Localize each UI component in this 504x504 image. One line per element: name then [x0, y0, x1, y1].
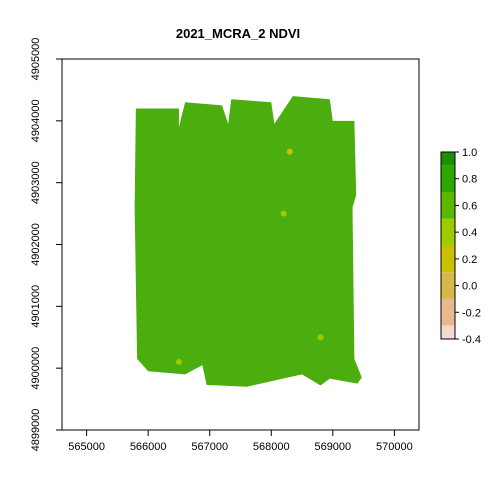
- legend-tick-label-0: -0.4: [462, 334, 481, 346]
- legend-swatch-0: [441, 325, 455, 339]
- x-tick-label-4: 569000: [314, 441, 351, 453]
- map-title: 2021_MCRA_2 NDVI: [176, 26, 300, 41]
- legend-tick-label-1: -0.2: [462, 307, 481, 319]
- y-tick-label-1: 4900000: [30, 347, 42, 390]
- ndvi-raster: [134, 96, 362, 387]
- x-axis: 565000 566000 567000 568000 569000 570000: [68, 429, 413, 453]
- y-tick-label-2: 4901000: [30, 285, 42, 328]
- y-tick-label-5: 4904000: [30, 99, 42, 142]
- legend-swatch-6: [441, 165, 455, 193]
- legend-swatch-1: [441, 298, 455, 326]
- legend-tick-label-3: 0.2: [462, 254, 477, 266]
- ndvi-color-legend: -0.4 -0.2 0.0 0.2 0.4 0.6 0.8 1.0: [440, 147, 481, 346]
- x-tick-label-0: 565000: [68, 441, 105, 453]
- legend-tick-label-6: 0.8: [462, 174, 477, 186]
- x-tick-label-2: 567000: [191, 441, 228, 453]
- y-axis: 4899000 4900000 4901000 4902000 4903000 49040…: [30, 38, 63, 452]
- ndvi-anomaly-patches: [175, 148, 324, 365]
- x-tick-label-5: 570000: [376, 441, 413, 453]
- legend-colorbar: [441, 152, 455, 339]
- y-tick-label-0: 4899000: [30, 409, 42, 452]
- legend-tick-label-2: 0.0: [462, 281, 477, 293]
- ndvi-anomaly-2: [317, 334, 324, 341]
- legend-tick-label-7: 1.0: [462, 147, 477, 159]
- legend-swatch-3: [441, 245, 455, 273]
- legend-swatch-4: [441, 218, 455, 246]
- legend-tick-label-5: 0.6: [462, 200, 477, 212]
- legend-ticks: -0.4 -0.2 0.0 0.2 0.4 0.6 0.8 1.0: [455, 147, 481, 346]
- ndvi-anomaly-0: [286, 148, 293, 155]
- legend-frame: [440, 151, 456, 340]
- legend-swatch-7: [441, 152, 455, 166]
- y-tick-label-3: 4902000: [30, 223, 42, 266]
- legend-tick-label-4: 0.4: [462, 227, 477, 239]
- legend-swatch-2: [441, 272, 455, 299]
- y-tick-label-6: 4905000: [30, 38, 42, 81]
- ndvi-anomaly-1: [175, 358, 182, 365]
- x-tick-label-3: 568000: [253, 441, 290, 453]
- ndvi-anomaly-3: [280, 210, 287, 217]
- y-tick-label-4: 4903000: [30, 161, 42, 204]
- legend-swatch-5: [441, 192, 455, 219]
- x-tick-label-1: 566000: [130, 441, 167, 453]
